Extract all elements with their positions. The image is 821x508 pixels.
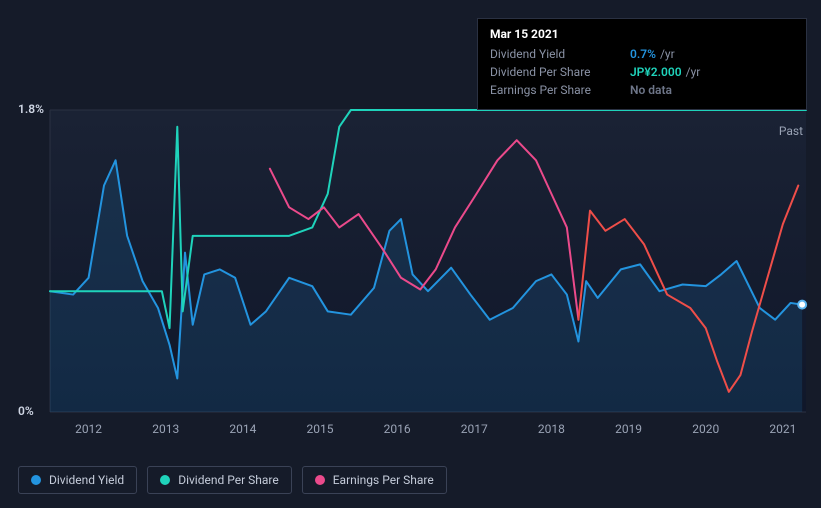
tooltip-label: Earnings Per Share <box>490 83 630 97</box>
legend-item-dividend-per-share[interactable]: Dividend Per Share <box>147 466 292 494</box>
x-axis-label: 2020 <box>692 422 719 436</box>
tooltip-row: Dividend Yield 0.7% /yr <box>490 45 794 63</box>
x-axis-label: 2018 <box>538 422 565 436</box>
chart-tooltip: Mar 15 2021 Dividend Yield 0.7% /yr Divi… <box>477 18 807 110</box>
tooltip-row: Earnings Per Share No data <box>490 81 794 99</box>
legend-item-dividend-yield[interactable]: Dividend Yield <box>18 466 137 494</box>
legend-swatch <box>160 475 170 485</box>
legend-label: Earnings Per Share <box>333 473 434 487</box>
past-label: Past <box>779 124 803 138</box>
chart-container: Mar 15 2021 Dividend Yield 0.7% /yr Divi… <box>0 0 821 508</box>
x-axis-label: 2012 <box>75 422 102 436</box>
legend-label: Dividend Yield <box>49 473 124 487</box>
legend-swatch <box>315 475 325 485</box>
legend-item-earnings-per-share[interactable]: Earnings Per Share <box>302 466 447 494</box>
legend-label: Dividend Per Share <box>178 473 279 487</box>
tooltip-suffix: /yr <box>660 47 675 61</box>
chart-legend: Dividend Yield Dividend Per Share Earnin… <box>18 466 447 494</box>
x-axis-label: 2017 <box>461 422 488 436</box>
tooltip-title: Mar 15 2021 <box>490 27 794 41</box>
y-axis-label: 1.8% <box>18 102 44 116</box>
tooltip-label: Dividend Per Share <box>490 65 630 79</box>
tooltip-label: Dividend Yield <box>490 47 630 61</box>
tooltip-suffix: /yr <box>686 65 701 79</box>
tooltip-row: Dividend Per Share JP¥2.000 /yr <box>490 63 794 81</box>
x-axis-label: 2019 <box>615 422 642 436</box>
legend-swatch <box>31 475 41 485</box>
x-axis-label: 2014 <box>229 422 256 436</box>
x-axis-label: 2016 <box>384 422 411 436</box>
tooltip-value: 0.7% <box>630 47 656 61</box>
x-axis-label: 2015 <box>307 422 334 436</box>
y-axis-label: 0% <box>18 404 34 418</box>
tooltip-value: JP¥2.000 <box>630 65 682 79</box>
x-axis-label: 2013 <box>152 422 179 436</box>
tooltip-value: No data <box>630 83 672 97</box>
x-axis-label: 2021 <box>769 422 796 436</box>
